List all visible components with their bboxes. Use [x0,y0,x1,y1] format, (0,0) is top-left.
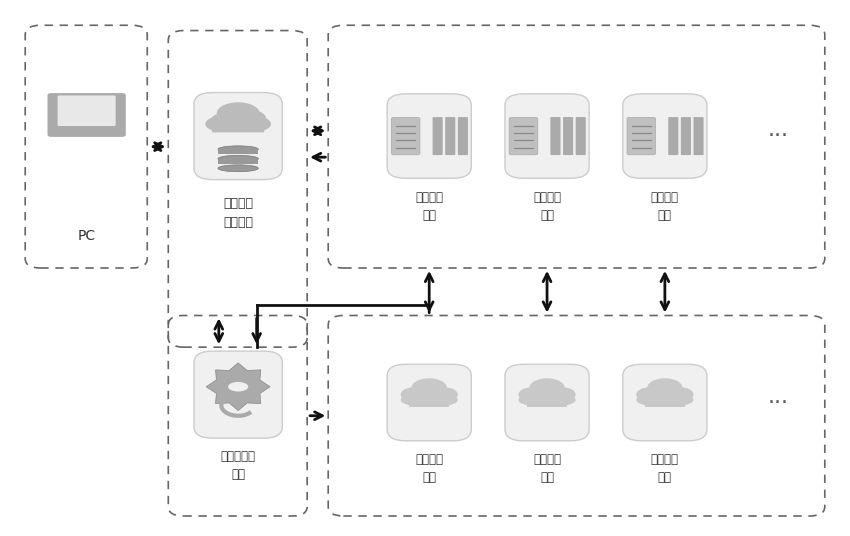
Text: 网络靶场
管理平台: 网络靶场 管理平台 [224,197,253,229]
FancyBboxPatch shape [575,117,586,155]
FancyBboxPatch shape [623,364,707,441]
Ellipse shape [218,165,258,172]
Ellipse shape [637,387,663,402]
Text: 虚拟机管理
平台: 虚拟机管理 平台 [221,450,256,481]
FancyBboxPatch shape [563,117,573,155]
FancyBboxPatch shape [505,364,589,441]
Text: 流量资源
系统: 流量资源 系统 [533,453,561,483]
FancyBboxPatch shape [505,94,589,178]
Ellipse shape [518,393,562,406]
Ellipse shape [400,387,428,402]
FancyBboxPatch shape [623,94,707,178]
FancyBboxPatch shape [668,117,678,155]
Ellipse shape [530,378,564,397]
FancyBboxPatch shape [55,117,118,124]
Ellipse shape [206,116,234,131]
Text: 流量资源
系统: 流量资源 系统 [651,453,679,483]
FancyBboxPatch shape [409,397,450,407]
Ellipse shape [228,382,248,391]
Ellipse shape [549,387,575,402]
Text: 流量资源
系统: 流量资源 系统 [415,453,443,483]
Ellipse shape [218,146,258,153]
FancyBboxPatch shape [194,93,282,180]
Ellipse shape [647,378,683,397]
FancyBboxPatch shape [644,397,685,407]
Ellipse shape [400,393,445,406]
Ellipse shape [649,393,694,406]
FancyBboxPatch shape [391,117,420,155]
Ellipse shape [242,116,271,131]
FancyBboxPatch shape [681,117,691,155]
FancyBboxPatch shape [218,159,258,163]
FancyBboxPatch shape [212,120,264,132]
FancyBboxPatch shape [433,117,443,155]
Text: 流量执行
平台: 流量执行 平台 [533,191,561,222]
Ellipse shape [210,112,246,131]
Text: 流量执行
平台: 流量执行 平台 [651,191,679,222]
FancyBboxPatch shape [58,95,116,126]
FancyBboxPatch shape [194,351,282,438]
Ellipse shape [431,387,458,402]
FancyBboxPatch shape [551,117,560,155]
Ellipse shape [666,387,694,402]
Ellipse shape [217,102,259,124]
Text: ···: ··· [768,392,789,413]
FancyBboxPatch shape [527,397,567,407]
Ellipse shape [411,378,447,397]
Text: 流量执行
平台: 流量执行 平台 [415,191,443,222]
FancyBboxPatch shape [509,117,538,155]
FancyBboxPatch shape [458,117,468,155]
FancyBboxPatch shape [48,93,126,137]
Ellipse shape [518,387,546,402]
Text: ···: ··· [768,126,789,146]
Ellipse shape [532,393,575,406]
Ellipse shape [637,393,680,406]
Ellipse shape [414,393,458,406]
Ellipse shape [218,155,258,162]
FancyBboxPatch shape [694,117,704,155]
FancyBboxPatch shape [218,149,258,154]
FancyBboxPatch shape [387,94,471,178]
Polygon shape [207,363,270,411]
FancyBboxPatch shape [387,364,471,441]
Text: PC: PC [77,229,96,243]
FancyBboxPatch shape [445,117,456,155]
Ellipse shape [230,109,266,128]
FancyBboxPatch shape [627,117,655,155]
